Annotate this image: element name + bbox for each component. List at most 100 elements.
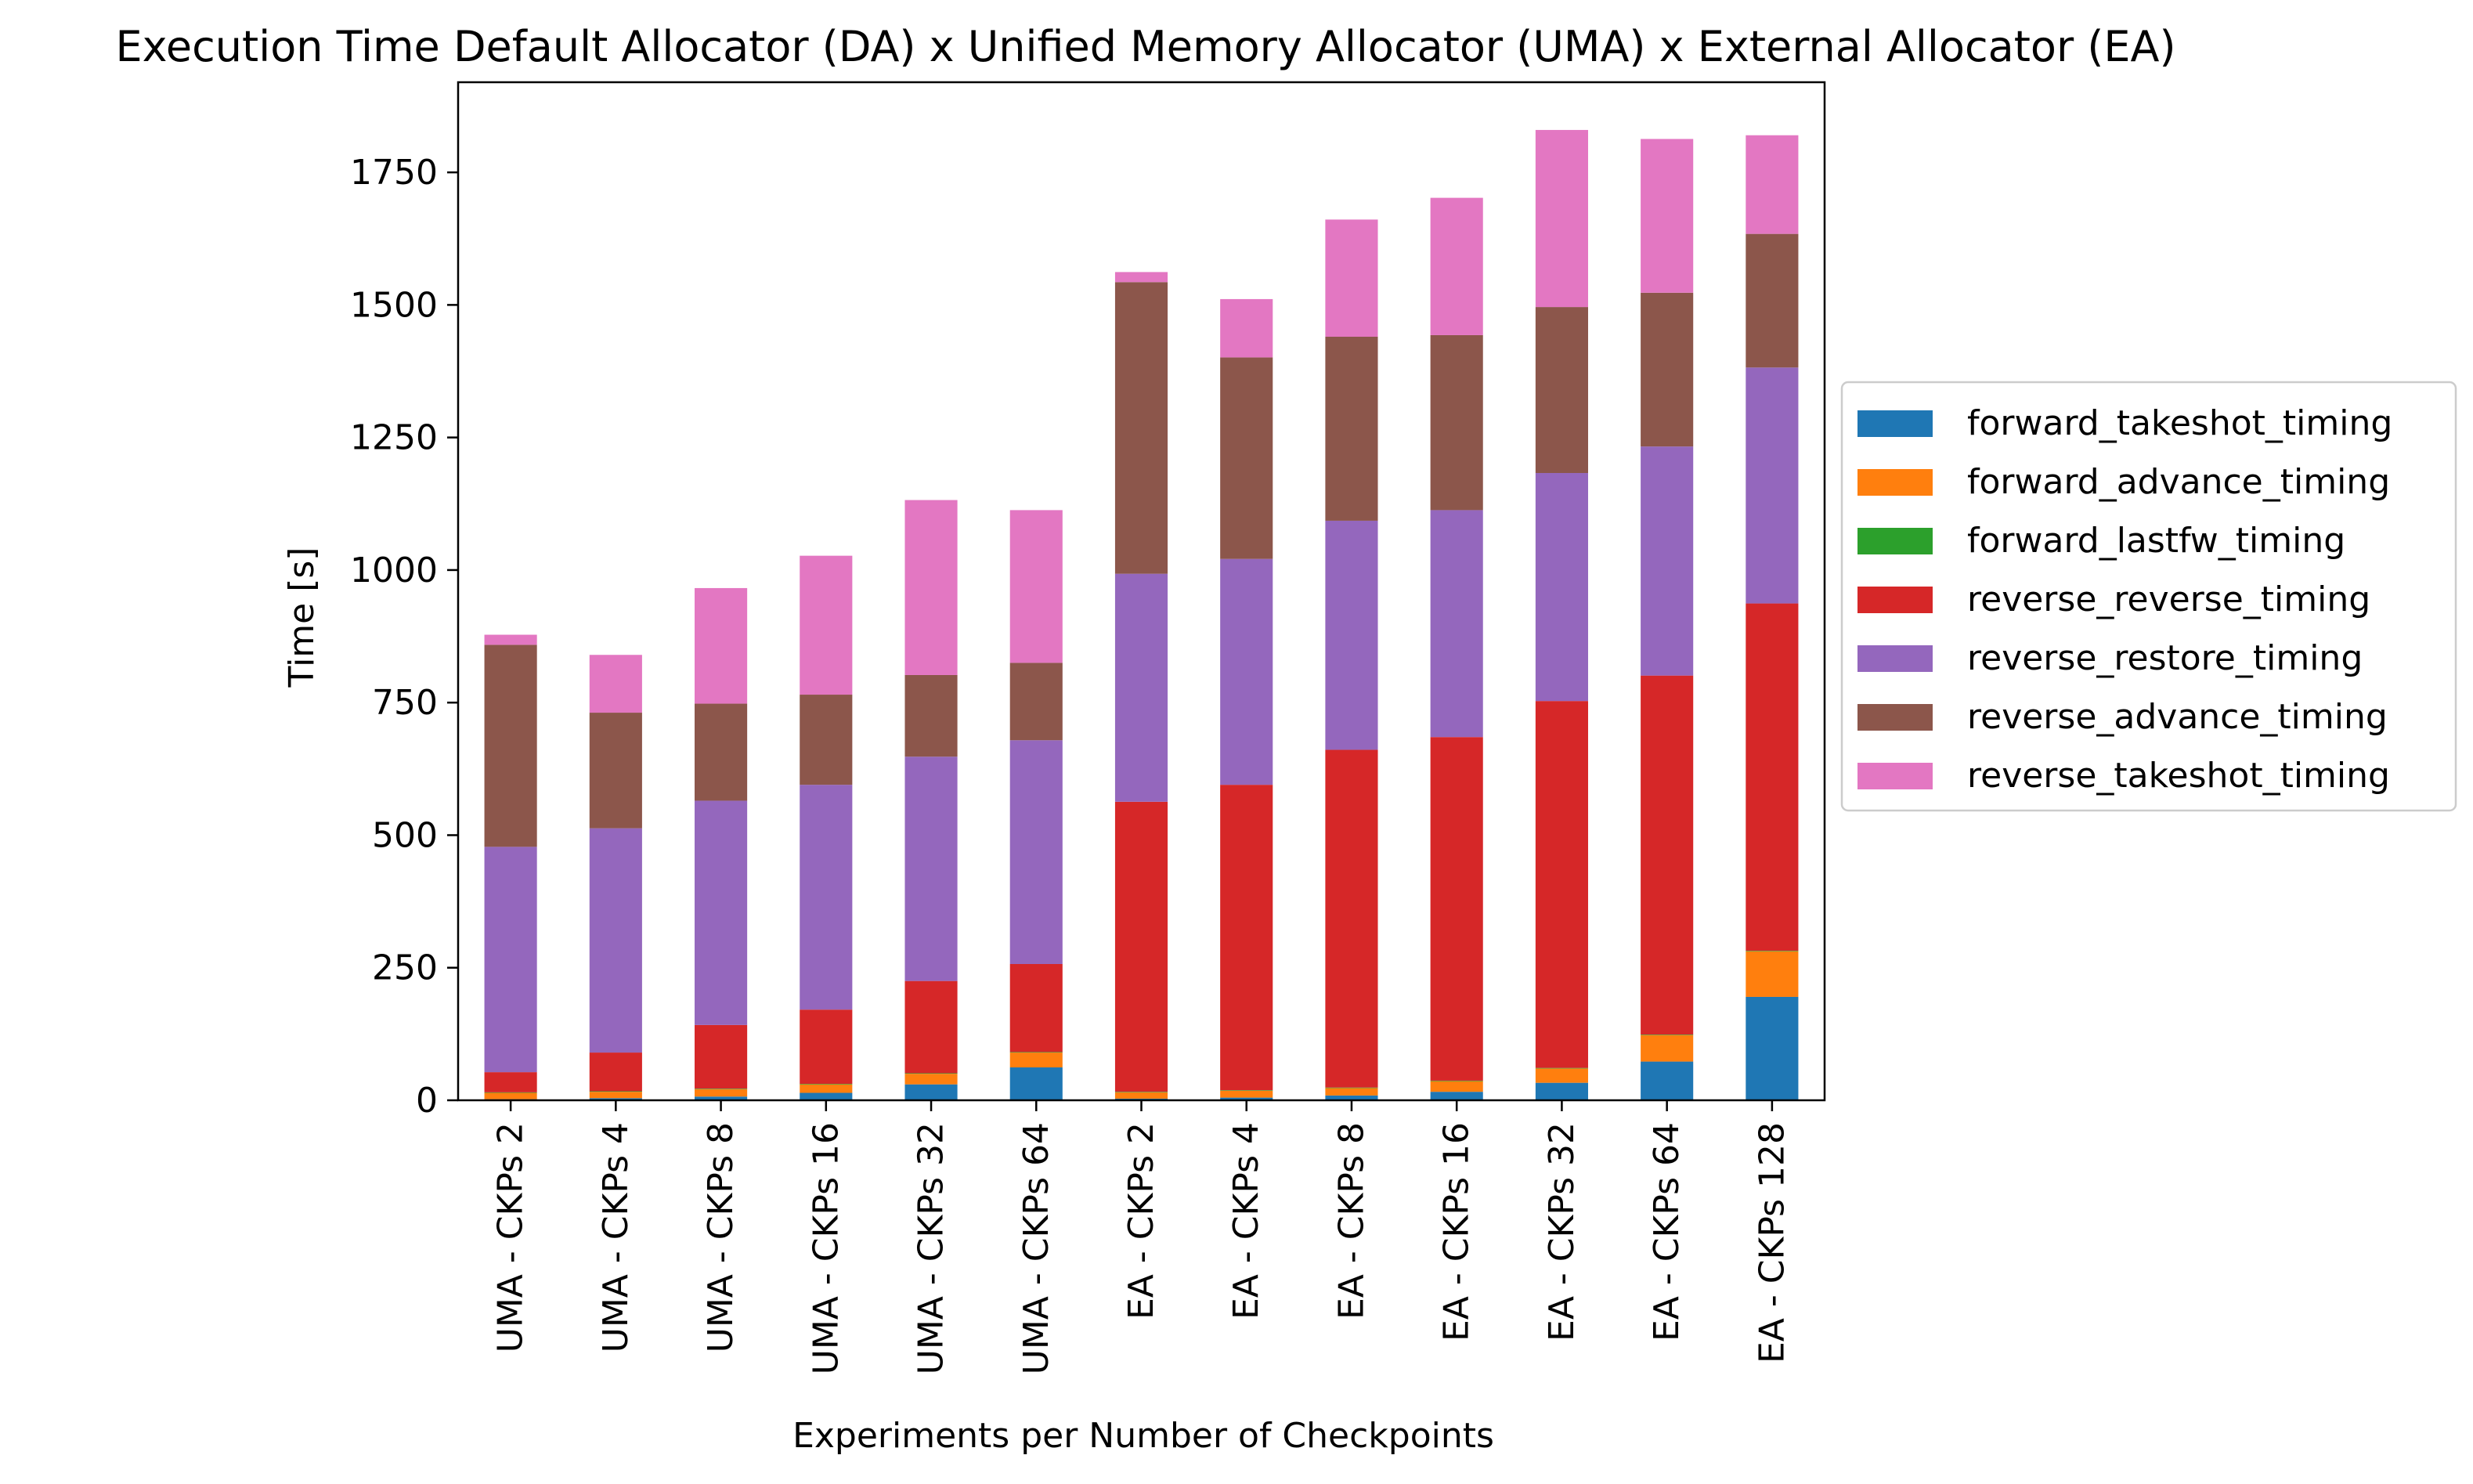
bar-segment bbox=[695, 1024, 748, 1089]
bar-segment bbox=[1220, 558, 1273, 785]
bar-segment bbox=[1641, 446, 1694, 676]
bar-segment bbox=[800, 555, 853, 695]
legend-swatch bbox=[1857, 763, 1933, 789]
x-axis-label: Experiments per Number of Checkpoints bbox=[792, 1416, 1494, 1456]
y-tick-label: 0 bbox=[416, 1081, 438, 1121]
bar-segment bbox=[1641, 1034, 1694, 1062]
x-tick-label: UMA - CKPs 16 bbox=[806, 1122, 846, 1374]
y-tick-label: 1000 bbox=[350, 551, 438, 590]
legend-entry: forward_lastfw_timing bbox=[1967, 521, 2345, 561]
x-tick-label: UMA - CKPs 32 bbox=[912, 1122, 951, 1374]
bar-segment bbox=[800, 1084, 853, 1085]
bar-segment bbox=[800, 695, 853, 785]
bar-segment bbox=[1641, 292, 1694, 447]
bar-segment bbox=[589, 655, 642, 713]
y-tick-label: 1750 bbox=[350, 153, 438, 193]
bar-segment bbox=[695, 1089, 748, 1097]
bar-segment bbox=[589, 1053, 642, 1092]
bar-segment bbox=[1535, 701, 1588, 1068]
bar-segment bbox=[1430, 1092, 1483, 1100]
x-tick-label: UMA - CKPs 64 bbox=[1016, 1122, 1056, 1374]
bar-segment bbox=[1535, 129, 1588, 308]
legend-swatch bbox=[1857, 587, 1933, 613]
plot-area: 0 250 500 750 1000 1250 1500 1750 UMA - CKPs 2 UM… bbox=[350, 81, 1826, 1374]
bar-segment bbox=[904, 674, 958, 757]
bar-segment bbox=[1325, 337, 1378, 521]
bar-segment bbox=[1009, 1053, 1063, 1068]
bar-segment bbox=[1325, 749, 1378, 1088]
bar-segment bbox=[800, 1009, 853, 1085]
bar-segment bbox=[1641, 139, 1694, 293]
y-axis-label: Time [s] bbox=[282, 547, 322, 688]
x-tick-label: EA - CKPs 8 bbox=[1331, 1122, 1371, 1320]
bar-segment bbox=[1009, 963, 1063, 1053]
bar-segment bbox=[904, 500, 958, 675]
bar-segment bbox=[1325, 520, 1378, 750]
bar-segment bbox=[904, 756, 958, 981]
bar-segment bbox=[1009, 510, 1063, 663]
bar-segment bbox=[484, 645, 537, 847]
x-tick-label: EA - CKPs 128 bbox=[1752, 1122, 1792, 1363]
chart-title: Execution Time Default Allocator (DA) x … bbox=[115, 22, 2175, 71]
bar-segment bbox=[800, 1092, 853, 1100]
bar-segment bbox=[1009, 1052, 1063, 1053]
legend-frame bbox=[1840, 381, 2457, 812]
legend-swatch bbox=[1857, 528, 1933, 554]
bar-segment bbox=[1535, 473, 1588, 702]
bar-segment bbox=[1746, 603, 1799, 951]
bar-segment bbox=[484, 634, 537, 645]
bar-segment bbox=[1220, 1090, 1273, 1091]
bar-segment bbox=[1430, 510, 1483, 738]
bar-segment bbox=[1114, 801, 1168, 1092]
x-tick-label: UMA - CKPs 4 bbox=[596, 1122, 636, 1352]
y-tick-label: 1500 bbox=[350, 285, 438, 325]
legend-swatch bbox=[1857, 469, 1933, 496]
x-tick-label: EA - CKPs 4 bbox=[1226, 1122, 1266, 1320]
bar-segment bbox=[1641, 675, 1694, 1035]
bar-segment bbox=[1220, 1097, 1273, 1100]
bar-segment bbox=[1114, 1092, 1168, 1099]
bar-segment bbox=[1325, 219, 1378, 337]
bar-segment bbox=[1535, 1068, 1588, 1083]
y-tick-label: 750 bbox=[372, 683, 438, 723]
bar-segment bbox=[800, 1084, 853, 1093]
bar-segment bbox=[484, 847, 537, 1073]
y-tick-label: 1250 bbox=[350, 418, 438, 458]
bar-segment bbox=[589, 828, 642, 1053]
bar-segment bbox=[1746, 135, 1799, 234]
legend: forward_takeshot_timing forward_advance_t… bbox=[1840, 381, 2457, 812]
legend-swatch bbox=[1857, 704, 1933, 731]
bar-segment bbox=[904, 980, 958, 1074]
legend-swatch bbox=[1857, 645, 1933, 672]
bar-segment bbox=[800, 785, 853, 1010]
bar-segment bbox=[589, 1092, 642, 1099]
x-tick-label: EA - CKPs 64 bbox=[1647, 1122, 1687, 1341]
bar-segment bbox=[1114, 282, 1168, 574]
bar-segment bbox=[904, 1084, 958, 1100]
bar-segment bbox=[1325, 1088, 1378, 1096]
legend-entry: reverse_reverse_timing bbox=[1967, 580, 2370, 619]
bar-segment bbox=[484, 1092, 537, 1099]
bar-segment bbox=[589, 1098, 642, 1100]
bar-segment bbox=[695, 703, 748, 801]
bar-segment bbox=[695, 800, 748, 1025]
y-tick-label: 250 bbox=[372, 948, 438, 988]
bar-segment bbox=[1746, 367, 1799, 604]
bar-segment bbox=[484, 1072, 537, 1092]
bar-segment bbox=[1430, 1081, 1483, 1092]
bar-segment bbox=[1220, 1090, 1273, 1098]
bar-segment bbox=[1535, 1067, 1588, 1069]
x-tick-label: EA - CKPs 16 bbox=[1437, 1122, 1477, 1341]
bar-segment bbox=[1430, 737, 1483, 1081]
legend-entry: forward_takeshot_timing bbox=[1967, 403, 2392, 443]
bar-segment bbox=[1641, 1034, 1694, 1035]
bar-segment bbox=[1535, 307, 1588, 474]
x-tick-label: EA - CKPs 32 bbox=[1542, 1122, 1582, 1341]
bar-segment bbox=[1746, 996, 1799, 1100]
bar-segment bbox=[695, 587, 748, 704]
bar-segment bbox=[1220, 298, 1273, 358]
bar-segment bbox=[589, 1091, 642, 1092]
legend-entry: forward_advance_timing bbox=[1967, 462, 2390, 502]
legend-swatch bbox=[1857, 410, 1933, 437]
